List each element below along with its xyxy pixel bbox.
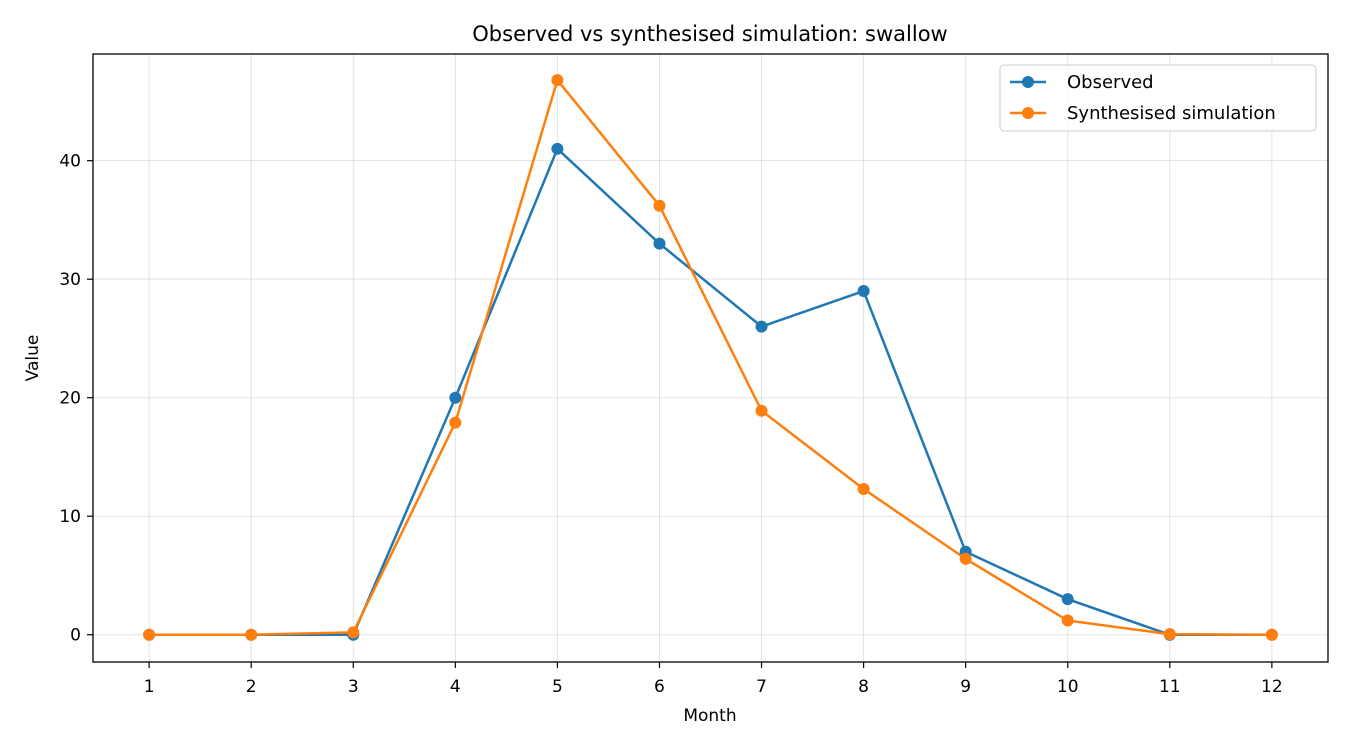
- legend-label-synthesised: Synthesised simulation: [1067, 103, 1276, 124]
- legend: Observed Synthesised simulation: [999, 64, 1317, 132]
- y-axis-label: Value: [23, 335, 43, 382]
- y-tick-label: 40: [59, 152, 81, 172]
- x-tick-label: 10: [1057, 677, 1079, 697]
- x-tick-label: 4: [450, 677, 461, 697]
- y-tick-label: 10: [59, 507, 81, 527]
- data-point-observed: [551, 142, 564, 155]
- series-synthesised: [143, 74, 1278, 641]
- x-tick-label: 3: [348, 677, 359, 697]
- data-point-synthesised: [1061, 614, 1074, 627]
- x-tick-label: 1: [144, 677, 155, 697]
- data-point-synthesised: [653, 199, 666, 212]
- x-tick-label: 2: [246, 677, 257, 697]
- x-tick-label: 12: [1261, 677, 1283, 697]
- legend-marker-synthesised: [1022, 107, 1034, 119]
- data-point-observed: [755, 320, 768, 333]
- legend-marker-observed: [1022, 76, 1034, 88]
- data-point-synthesised: [143, 628, 156, 641]
- x-tick-label: 8: [858, 677, 869, 697]
- series-line-observed: [149, 147, 1272, 636]
- data-point-synthesised: [1265, 628, 1278, 641]
- y-tick-label: 20: [59, 389, 81, 409]
- chart-title: Observed vs synthesised simulation: swal…: [472, 22, 947, 46]
- data-point-synthesised: [551, 74, 564, 87]
- data-point-observed: [857, 285, 870, 298]
- x-tick-label: 7: [756, 677, 767, 697]
- series-line-synthesised: [149, 78, 1272, 636]
- plot-area-frame: [92, 53, 1329, 663]
- x-axis-label: Month: [683, 706, 736, 726]
- data-point-synthesised: [449, 416, 462, 429]
- x-tick-label: 9: [960, 677, 971, 697]
- data-point-synthesised: [1163, 628, 1176, 641]
- y-tick-label: 0: [70, 626, 81, 646]
- x-tick-label: 11: [1159, 677, 1181, 697]
- grid: [93, 54, 1328, 662]
- data-point-observed: [1061, 593, 1074, 606]
- x-tick-label: 5: [552, 677, 563, 697]
- data-point-synthesised: [245, 628, 258, 641]
- data-point-observed: [653, 237, 666, 250]
- series-layer: [143, 74, 1278, 641]
- data-point-observed: [449, 391, 462, 404]
- legend-box: [999, 64, 1317, 132]
- x-tick-label: 6: [654, 677, 665, 697]
- y-tick-label: 30: [59, 270, 81, 290]
- data-point-synthesised: [347, 626, 360, 639]
- legend-label-observed: Observed: [1067, 72, 1154, 93]
- data-point-synthesised: [857, 482, 870, 495]
- data-point-synthesised: [959, 552, 972, 565]
- data-point-synthesised: [755, 404, 768, 417]
